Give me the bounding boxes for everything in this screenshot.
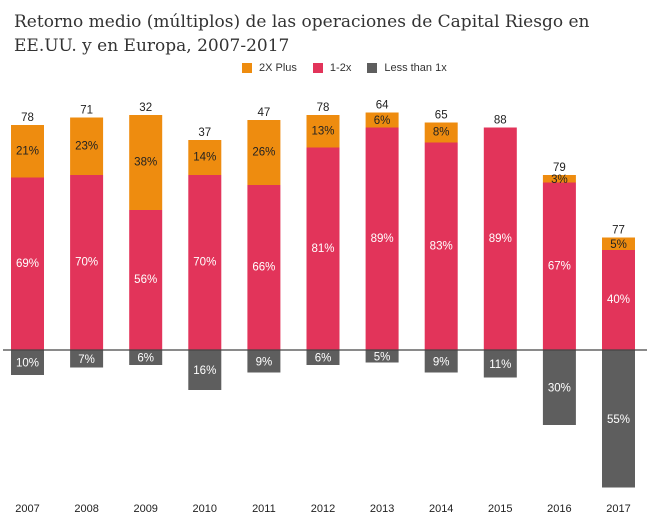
bar-segment-1-2x xyxy=(129,210,163,350)
data-label-1-2x: 56% xyxy=(134,274,157,286)
x-tick-label: 2011 xyxy=(252,503,276,515)
bar-segment-1-2x xyxy=(542,182,576,350)
data-label-less-than-1x: 5% xyxy=(374,351,391,363)
x-tick-label: 2007 xyxy=(15,503,39,515)
data-label-2x-plus: 5% xyxy=(610,239,627,251)
x-tick-label: 2009 xyxy=(133,503,157,515)
bar-total-label: 71 xyxy=(80,105,93,117)
bar-segment-less-than-1x xyxy=(483,350,517,378)
x-tick-label: 2008 xyxy=(74,503,98,515)
data-label-1-2x: 69% xyxy=(16,258,39,270)
data-label-less-than-1x: 30% xyxy=(548,383,571,395)
data-label-2x-plus: 38% xyxy=(134,157,157,169)
bar-segment-2x-plus xyxy=(70,117,104,175)
legend-label-1-2x: 1-2x xyxy=(329,62,352,74)
data-label-1-2x: 67% xyxy=(548,260,571,272)
x-tick-label: 2015 xyxy=(488,503,512,515)
data-label-less-than-1x: 10% xyxy=(16,358,39,370)
bar-total-label: 47 xyxy=(258,107,271,119)
legend-swatch-less-than-1x xyxy=(367,63,378,73)
bar-segment-1-2x xyxy=(247,185,281,350)
bar-segment-less-than-1x xyxy=(306,350,340,365)
bar-total-label: 64 xyxy=(376,100,389,112)
bar-segment-1-2x xyxy=(306,147,340,350)
data-label-less-than-1x: 9% xyxy=(433,356,450,368)
data-label-less-than-1x: 11% xyxy=(489,359,511,371)
bar-segment-2x-plus xyxy=(602,237,635,250)
bar-segment-2x-plus xyxy=(424,122,458,143)
bar-segment-1-2x xyxy=(11,177,44,350)
bar-segment-less-than-1x xyxy=(542,350,576,425)
bar-segment-2x-plus xyxy=(365,112,399,128)
bar-segment-1-2x xyxy=(424,142,458,350)
bar-total-label: 77 xyxy=(612,225,625,237)
bar-segment-2x-plus xyxy=(129,115,163,210)
bar-segment-less-than-1x xyxy=(247,350,281,373)
data-label-less-than-1x: 16% xyxy=(193,365,216,377)
bar-segment-2x-plus xyxy=(542,175,576,183)
legend-swatch-2x-plus xyxy=(242,63,252,73)
data-label-less-than-1x: 6% xyxy=(315,353,332,365)
data-label-less-than-1x: 7% xyxy=(78,354,95,366)
bar-segment-less-than-1x xyxy=(365,350,399,363)
bar-total-label: 79 xyxy=(553,162,566,174)
data-label-2x-plus: 21% xyxy=(16,145,39,157)
bar-segment-less-than-1x xyxy=(11,350,44,375)
bar-segment-1-2x xyxy=(365,127,399,350)
legend-item-2x-plus: 2X Plus xyxy=(242,62,297,74)
bar-segment-1-2x xyxy=(188,175,222,350)
bar-segment-2x-plus xyxy=(247,120,281,185)
x-tick-label: 2012 xyxy=(311,503,335,515)
x-tick-label: 2017 xyxy=(606,503,630,515)
legend: 2X Plus 1-2x Less than 1x xyxy=(242,60,463,76)
bar-total-label: 88 xyxy=(494,115,507,127)
bar-segment-less-than-1x xyxy=(424,350,458,373)
bar-segment-less-than-1x xyxy=(602,350,635,488)
legend-label-less-than-1x: Less than 1x xyxy=(384,62,447,74)
bar-segment-less-than-1x xyxy=(188,350,222,390)
data-label-2x-plus: 26% xyxy=(252,147,275,159)
data-label-1-2x: 40% xyxy=(607,294,630,306)
data-label-1-2x: 70% xyxy=(193,257,216,269)
legend-item-1-2x: 1-2x xyxy=(312,62,352,74)
bar-segment-2x-plus xyxy=(11,125,44,178)
bar-total-label: 65 xyxy=(435,110,448,122)
data-label-1-2x: 66% xyxy=(252,262,275,274)
bar-segment-2x-plus xyxy=(188,140,222,175)
x-tick-label: 2010 xyxy=(193,503,217,515)
bar-total-label: 78 xyxy=(21,112,34,124)
data-label-2x-plus: 6% xyxy=(374,115,391,127)
data-label-1-2x: 81% xyxy=(311,243,334,255)
bar-segment-2x-plus xyxy=(306,115,340,148)
legend-swatch-1-2x xyxy=(312,63,323,73)
bar-total-label: 32 xyxy=(139,102,152,114)
data-label-less-than-1x: 6% xyxy=(137,353,154,365)
data-label-2x-plus: 13% xyxy=(311,125,334,137)
data-label-2x-plus: 23% xyxy=(75,140,98,152)
bar-segment-1-2x xyxy=(70,175,104,350)
x-tick-label: 2013 xyxy=(370,503,394,515)
data-label-2x-plus: 14% xyxy=(193,152,216,164)
data-label-1-2x: 83% xyxy=(430,240,453,252)
data-label-1-2x: 89% xyxy=(489,233,512,245)
data-label-less-than-1x: 55% xyxy=(607,414,630,426)
x-tick-label: 2016 xyxy=(547,503,571,515)
x-tick-label: 2014 xyxy=(429,503,453,515)
data-label-1-2x: 70% xyxy=(75,257,98,269)
bar-total-label: 78 xyxy=(317,102,330,114)
bar-total-label: 37 xyxy=(198,127,211,139)
bar-segment-less-than-1x xyxy=(70,350,104,368)
chart-title: Retorno medio (múltiplos) de las operaci… xyxy=(14,12,590,56)
bar-segment-less-than-1x xyxy=(129,350,163,365)
data-label-1-2x: 89% xyxy=(371,233,394,245)
legend-label-2x-plus: 2X Plus xyxy=(259,62,297,74)
data-label-2x-plus: 8% xyxy=(433,127,450,139)
data-label-less-than-1x: 9% xyxy=(256,356,273,368)
data-label-2x-plus: 3% xyxy=(551,174,568,186)
bar-segment-1-2x xyxy=(483,127,517,350)
bar-segment-1-2x xyxy=(602,250,635,350)
legend-item-less-than-1x: Less than 1x xyxy=(367,62,447,74)
